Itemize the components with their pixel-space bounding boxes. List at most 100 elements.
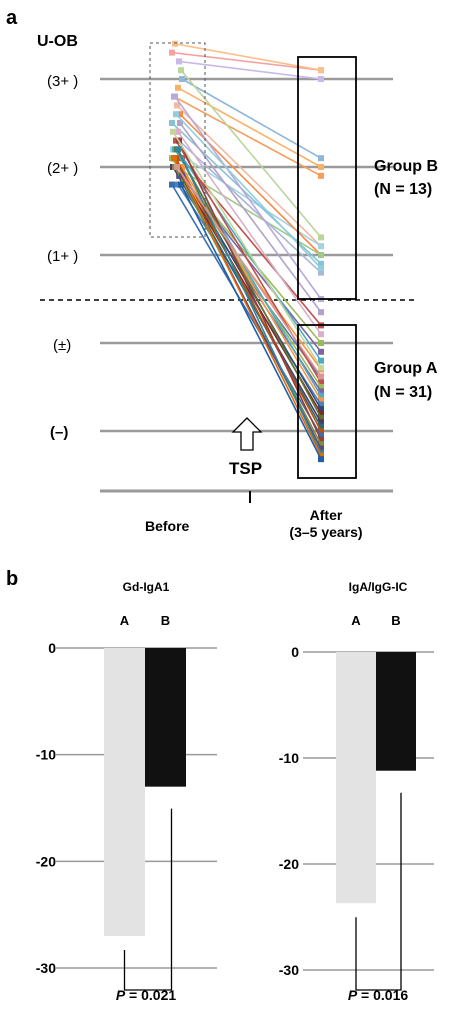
after-point (318, 406, 324, 412)
y-tick-label: (3+ ) (47, 73, 78, 90)
after-point (318, 357, 324, 364)
y-tick-label: (2+ ) (47, 160, 78, 177)
y-tick-label: (–) (50, 424, 68, 441)
series-line (171, 51, 322, 71)
series-line (174, 43, 322, 71)
p-value-label: P = 0.016 (348, 987, 409, 1003)
y-tick-label: -20 (36, 853, 56, 869)
after-point (318, 428, 324, 434)
group-a-label: Group A (374, 360, 438, 377)
series-line (177, 131, 322, 335)
panel-b-letter: b (6, 568, 18, 590)
before-point (169, 181, 175, 188)
before-point (175, 128, 181, 135)
after-point (318, 67, 324, 74)
after-point (318, 392, 324, 399)
before-point (174, 164, 180, 170)
after-point (318, 419, 324, 426)
y-axis-title: U-OB (37, 33, 78, 50)
y-tick-label: -10 (279, 750, 299, 766)
group-b-box (297, 56, 357, 300)
bar (336, 652, 376, 904)
category-label: A (120, 613, 130, 628)
after-point (318, 76, 324, 82)
after-point (318, 373, 324, 380)
y-tick-label: -20 (279, 856, 299, 872)
p-value-label: P = 0.021 (116, 987, 177, 1003)
after-point (318, 456, 324, 463)
series-line (181, 78, 322, 159)
series-line (176, 149, 322, 419)
group-b-label: Group B (374, 158, 438, 175)
significance-bracket (355, 792, 402, 991)
before-point (179, 76, 185, 82)
before-point (174, 102, 180, 109)
y-tick-label: -10 (36, 747, 56, 763)
series-line (172, 131, 322, 369)
after-point (318, 379, 324, 386)
y-tick-label: 0 (291, 644, 299, 660)
after-point (318, 414, 324, 421)
chart-title: Gd-IgA1 (123, 580, 170, 594)
before-point (170, 128, 176, 135)
category-label: B (391, 613, 400, 628)
after-point (318, 309, 324, 316)
before-point (172, 40, 178, 47)
after-point (318, 172, 324, 179)
y-tick-label: (±) (53, 337, 71, 354)
series-line (173, 95, 322, 177)
after-point (318, 243, 324, 250)
up-arrow-icon (231, 417, 263, 451)
after-point (318, 397, 324, 404)
x-category-after-sub: (3–5 years) (289, 524, 362, 540)
after-point (318, 155, 324, 162)
group-a-box (297, 324, 357, 479)
after-point (318, 234, 324, 241)
series-line (173, 166, 322, 344)
group-b-n: (N = 13) (374, 181, 432, 198)
series-line (174, 96, 322, 300)
after-point (318, 423, 324, 430)
series-line (178, 60, 322, 80)
after-point (318, 164, 324, 170)
category-label: B (161, 613, 170, 628)
after-point (318, 340, 324, 346)
before-point (177, 120, 183, 126)
y-tick-label: (1+ ) (47, 248, 78, 265)
bar (104, 648, 145, 936)
after-point (318, 436, 324, 443)
before-point (169, 120, 175, 126)
category-label: A (351, 613, 361, 628)
panel-a-letter: a (6, 7, 18, 29)
before-point (172, 93, 178, 100)
bar (145, 648, 186, 787)
bar-chart-iga-igg-ic: IgA/IgG-IC 0 -10 -20 -30 A B P = 0.016 (279, 580, 434, 1003)
after-point (318, 265, 324, 272)
before-point (179, 164, 185, 170)
y-tick-label: -30 (36, 960, 56, 976)
before-point (171, 155, 177, 162)
bar-chart-gd-iga1: Gd-IgA1 0 -10 -20 -30 A B P = 0.021 (36, 580, 217, 1003)
before-point (175, 146, 181, 153)
before-point (177, 111, 183, 118)
before-point (178, 181, 184, 188)
after-point (318, 432, 324, 439)
after-point (318, 331, 324, 338)
series-line (173, 157, 322, 456)
series-line (177, 149, 322, 454)
series-line (176, 104, 322, 247)
after-point (318, 452, 324, 459)
before-point (176, 58, 182, 65)
significance-bracket (123, 808, 173, 991)
x-category-after: After (310, 507, 343, 523)
y-tick-label: -30 (279, 962, 299, 978)
before-point (173, 111, 179, 118)
series-line (175, 140, 322, 384)
after-point (318, 348, 324, 355)
before-point (178, 67, 184, 74)
series-line (178, 140, 322, 274)
after-point (318, 388, 324, 395)
after-point (318, 269, 324, 276)
